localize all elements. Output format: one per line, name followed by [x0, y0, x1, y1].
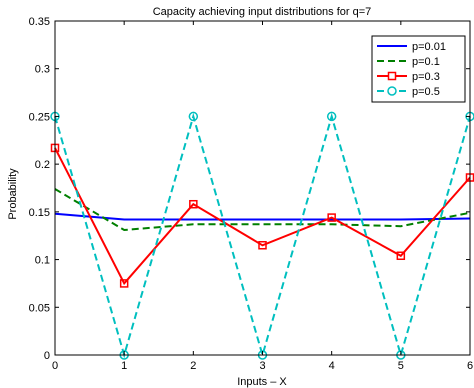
legend-label: p=0.1	[412, 56, 440, 68]
series-line-2	[54, 188, 471, 232]
legend-marker	[387, 86, 397, 96]
data-point	[326, 111, 337, 122]
y-tick-label: 0.3	[35, 64, 50, 76]
y-tick-label: 0.05	[29, 302, 50, 314]
x-axis-label: Inputs – X	[237, 376, 287, 388]
legend: p=0.01 p=0.1 p=0.3 p=0.5	[371, 35, 466, 103]
legend-label: p=0.01	[412, 41, 446, 53]
legend-label: p=0.3	[412, 71, 440, 83]
y-tick-label: 0	[44, 350, 50, 362]
x-tick-label: 4	[329, 360, 335, 372]
y-axis-label: Probability	[7, 168, 19, 220]
y-tick-label: 0.15	[29, 207, 50, 219]
x-tick-label: 6	[467, 360, 473, 372]
y-tick-label: 0.25	[29, 111, 50, 123]
y-tick-label: 0.35	[29, 16, 50, 28]
x-tick-label: 2	[190, 360, 196, 372]
series-line-3	[54, 147, 471, 286]
data-point	[119, 279, 129, 288]
x-tick-label: 1	[121, 360, 127, 372]
data-point	[189, 199, 198, 209]
data-point	[396, 251, 406, 261]
data-point	[188, 111, 199, 122]
chart-title: Capacity achieving input distributions f…	[153, 6, 372, 18]
legend-marker	[387, 71, 397, 81]
data-point	[327, 213, 336, 222]
y-tick-label: 0.2	[35, 159, 50, 171]
x-tick-label: 5	[398, 360, 404, 372]
data-point	[258, 241, 267, 250]
x-tick-label: 0	[52, 360, 58, 372]
legend-label: p=0.5	[412, 86, 440, 98]
x-tick-label: 3	[259, 360, 265, 372]
y-tick-label: 0.1	[35, 255, 50, 267]
series-line-1	[54, 212, 471, 221]
